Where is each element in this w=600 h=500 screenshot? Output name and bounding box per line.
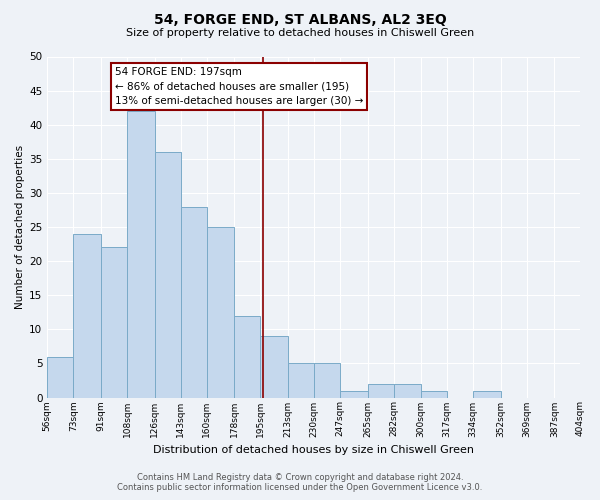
Bar	[340, 390, 368, 398]
Bar	[260, 336, 288, 398]
Bar	[368, 384, 394, 398]
X-axis label: Distribution of detached houses by size in Chiswell Green: Distribution of detached houses by size …	[154, 445, 475, 455]
Bar	[206, 227, 234, 398]
Text: 54 FORGE END: 197sqm
← 86% of detached houses are smaller (195)
13% of semi-deta: 54 FORGE END: 197sqm ← 86% of detached h…	[115, 66, 363, 106]
Bar	[288, 364, 314, 398]
Bar	[155, 152, 181, 398]
Bar	[73, 234, 101, 398]
Bar	[394, 384, 421, 398]
Bar	[181, 206, 206, 398]
Bar	[127, 111, 155, 398]
Text: 54, FORGE END, ST ALBANS, AL2 3EQ: 54, FORGE END, ST ALBANS, AL2 3EQ	[154, 12, 446, 26]
Text: Contains HM Land Registry data © Crown copyright and database right 2024.
Contai: Contains HM Land Registry data © Crown c…	[118, 473, 482, 492]
Bar	[421, 390, 447, 398]
Bar	[314, 364, 340, 398]
Bar	[101, 248, 127, 398]
Y-axis label: Number of detached properties: Number of detached properties	[15, 145, 25, 309]
Text: Size of property relative to detached houses in Chiswell Green: Size of property relative to detached ho…	[126, 28, 474, 38]
Bar	[234, 316, 260, 398]
Bar	[47, 356, 73, 398]
Bar	[473, 390, 501, 398]
